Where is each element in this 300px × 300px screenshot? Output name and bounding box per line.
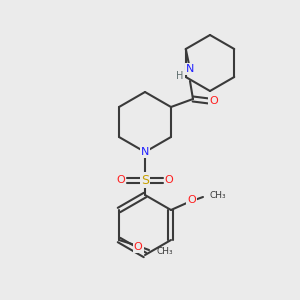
Text: H: H — [176, 71, 184, 81]
Text: CH₃: CH₃ — [156, 248, 172, 256]
Text: O: O — [165, 175, 173, 185]
Text: S: S — [141, 173, 149, 187]
Text: N: N — [186, 64, 194, 74]
Text: O: O — [210, 96, 218, 106]
Text: CH₃: CH₃ — [210, 190, 226, 200]
Text: N: N — [141, 147, 149, 157]
Text: O: O — [134, 242, 142, 252]
Text: O: O — [188, 195, 196, 205]
Text: O: O — [117, 175, 125, 185]
